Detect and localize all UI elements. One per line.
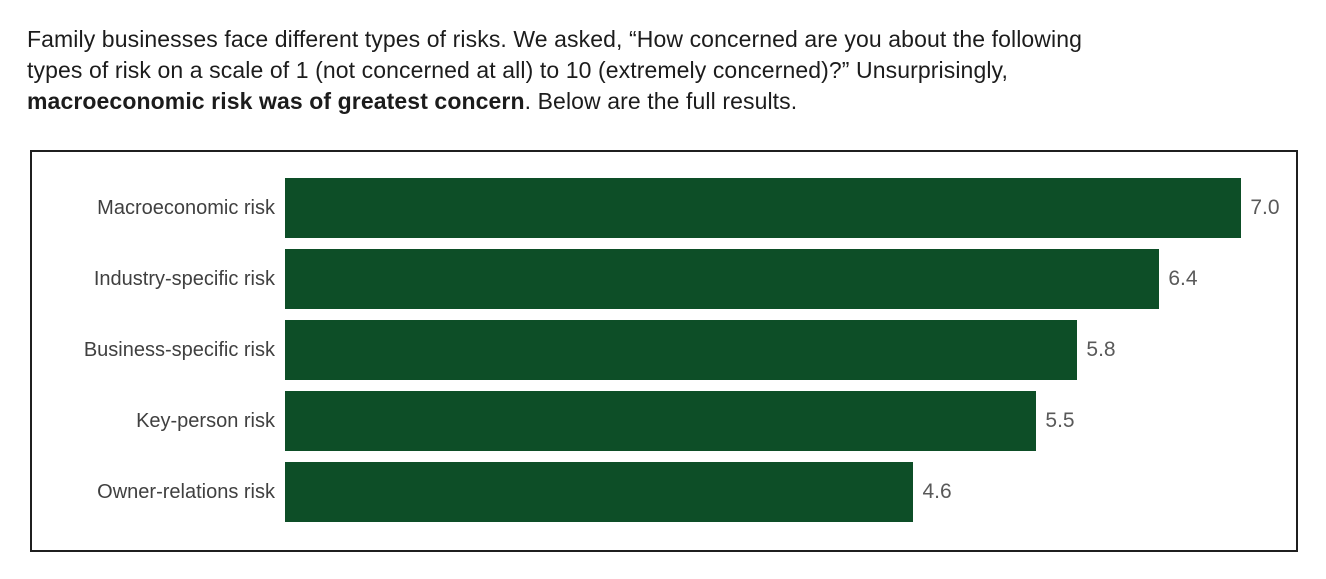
chart-row: Business-specific risk 5.8 <box>32 320 1296 380</box>
chart-row: Key-person risk 5.5 <box>32 391 1296 451</box>
bar <box>285 178 1242 238</box>
chart-row: Industry-specific risk 6.4 <box>32 249 1296 309</box>
intro-paragraph: Family businesses face different types o… <box>27 24 1299 117</box>
chart-row: Owner-relations risk 4.6 <box>32 462 1296 522</box>
bar-track: 5.8 <box>285 320 1296 380</box>
bar-track: 6.4 <box>285 249 1296 309</box>
value-label: 5.5 <box>1045 409 1075 432</box>
bar <box>285 320 1078 380</box>
value-label: 6.4 <box>1168 267 1198 290</box>
bar-track: 5.5 <box>285 391 1296 451</box>
category-label: Industry-specific risk <box>93 267 275 290</box>
bar <box>285 249 1160 309</box>
category-label: Owner-relations risk <box>97 480 275 503</box>
bar-track: 4.6 <box>285 462 1296 522</box>
value-label: 5.8 <box>1086 338 1116 361</box>
intro-line-1: Family businesses face different types o… <box>27 26 1082 52</box>
intro-highlight: macroeconomic risk was of greatest conce… <box>27 88 525 114</box>
value-label: 4.6 <box>922 480 952 503</box>
bar <box>285 462 914 522</box>
bar <box>285 391 1037 451</box>
risk-concern-bar-chart: Macroeconomic risk 7.0 Industry-specific… <box>30 150 1298 552</box>
chart-row: Macroeconomic risk 7.0 <box>32 178 1296 238</box>
intro-line-2: types of risk on a scale of 1 (not conce… <box>27 57 1008 83</box>
intro-line-3-rest: . Below are the full results. <box>524 88 798 114</box>
category-label: Business-specific risk <box>83 338 275 361</box>
chart-rows: Macroeconomic risk 7.0 Industry-specific… <box>32 178 1296 522</box>
category-label: Key-person risk <box>136 409 275 432</box>
value-label: 7.0 <box>1250 196 1280 219</box>
bar-track: 7.0 <box>285 178 1296 238</box>
category-label: Macroeconomic risk <box>97 196 275 219</box>
